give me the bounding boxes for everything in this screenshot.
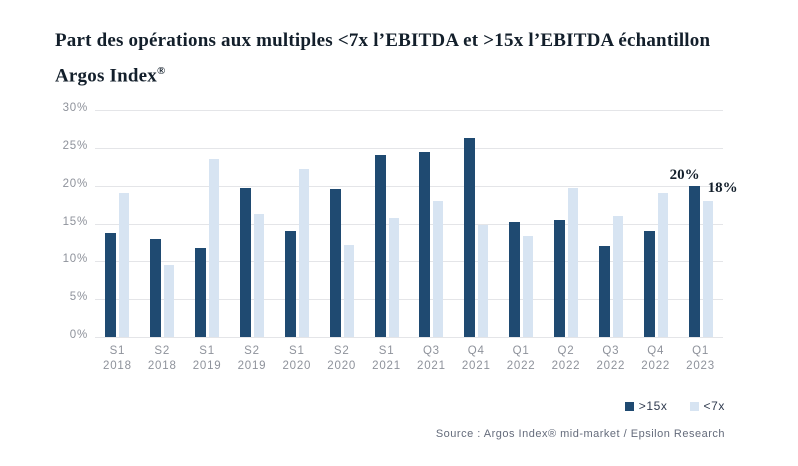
x-axis-tick-label: Q4 2021 [461,345,491,372]
bar-gt15x [329,189,341,337]
chart-title: Part des opérations aux multiples <7x l’… [55,26,765,91]
bar-chart-plot-area: 20% 18% [95,110,738,338]
legend-item-gt15x: >15x [624,399,668,413]
x-axis-tick-label: Q1 2023 [686,345,715,372]
bar-gt15x [284,231,296,337]
y-axis-tick-label: 15% [62,215,88,228]
bar-gt15x [464,138,476,337]
bar-gt15x [509,222,521,337]
gridline [95,185,723,187]
gridline [95,299,723,301]
chart-legend: >15x <7x [624,399,725,413]
bar-gt15x [150,238,162,337]
x-axis-tick-label: S1 2021 [372,345,401,372]
x-axis-tick-label: S2 2020 [327,345,357,372]
bar-gt15x [105,232,117,337]
source-caption: Source : Argos Index® mid-market / Epsil… [435,428,725,440]
bar-lt7x [298,169,309,337]
y-axis-tick-label: 10% [62,253,88,266]
y-axis-tick-label: 20% [62,177,88,190]
x-axis-tick-label: Q1 2022 [506,345,536,372]
bar-lt7x [254,213,264,337]
bar-gt15x [374,155,386,337]
legend-label-gt15x: >15x [638,399,668,413]
legend-swatch-lt7x-icon [689,401,699,411]
gridline [95,261,723,263]
bar-lt7x [702,200,713,337]
gridline [95,337,723,338]
gridline [95,110,723,111]
x-axis-tick-label: S1 2019 [192,345,222,372]
bar-value-label: 18% [707,179,738,196]
bar-lt7x [657,193,668,337]
legend-label-lt7x: <7x [703,399,725,413]
bar-lt7x [209,159,220,337]
chart-title-line2: Argos Index [55,65,157,87]
gridline [95,147,723,149]
bar-gt15x [643,231,655,337]
bar-gt15x [554,220,565,337]
gridline [95,223,723,225]
x-axis-tick-label: S2 2019 [237,345,267,372]
x-axis-tick-label: S1 2018 [103,345,132,372]
legend-item-lt7x: <7x [689,399,725,413]
bar-lt7x [612,215,623,337]
x-axis-tick-label: S2 2018 [147,345,177,372]
bar-lt7x [478,225,489,337]
bar-lt7x [523,235,534,337]
bar-value-label: 20% [669,166,700,183]
y-axis-tick-label: 30% [62,102,88,114]
x-axis: S1 2018 S2 2018 S1 2019 S2 2019 S1 2020 S2 2020 S1 20… [95,344,723,378]
x-axis-tick-label: Q2 2022 [551,345,581,372]
bar-lt7x [568,187,578,337]
legend-swatch-gt15x-icon [624,401,634,411]
y-axis-tick-label: 0% [69,329,88,341]
bar-gt15x [419,151,431,337]
y-axis: 0% 5% 10% 15% 20% 25% 30% [40,102,88,341]
y-axis-tick-label: 25% [62,139,88,152]
bar-gt15x [688,185,700,337]
bar-gt15x [240,187,251,337]
x-axis-tick-label: Q4 2022 [641,345,671,372]
bar-lt7x [119,193,130,337]
x-axis-tick-label: Q3 2021 [417,345,446,372]
bar-lt7x [388,218,399,337]
y-axis-tick-label: 5% [69,291,88,304]
bar-lt7x [164,265,175,337]
bar-gt15x [195,247,207,337]
bar-gt15x [598,246,610,337]
bar-lt7x [433,200,444,337]
bar-lt7x [343,244,354,337]
x-axis-tick-label: Q3 2022 [596,345,626,372]
registered-trademark-symbol: ® [156,65,166,77]
x-axis-tick-label: S1 2020 [282,345,312,372]
chart-title-line1: Part des opérations aux multiples <7x l’… [55,30,711,51]
